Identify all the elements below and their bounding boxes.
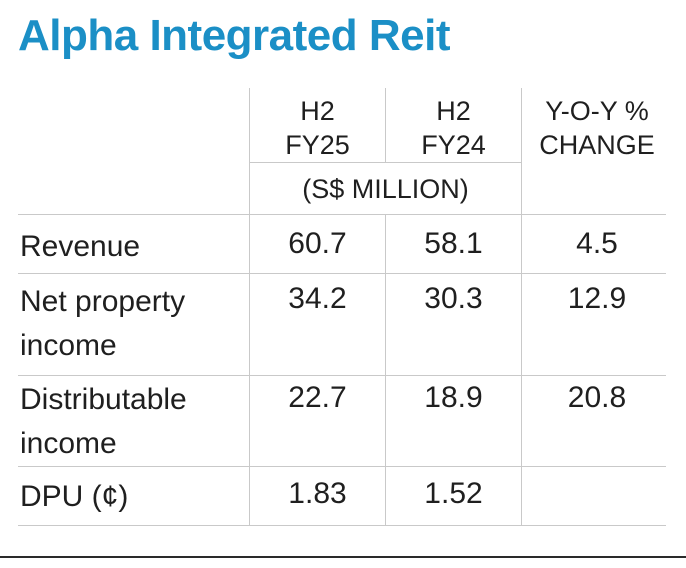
grid-hline-row3 xyxy=(18,466,666,467)
page-title: Alpha Integrated Reit xyxy=(18,11,451,60)
row-label-dpu: DPU (¢) xyxy=(20,480,129,513)
row-di-change: 20.8 xyxy=(567,381,627,414)
grid-vline-2 xyxy=(385,88,386,162)
header-unit-label: (S$ MILLION) xyxy=(302,174,469,204)
row-label-distributable-income: Distributable income xyxy=(20,378,187,466)
grid-hline-row2 xyxy=(18,375,666,376)
header-h2-fy24: H2 FY24 xyxy=(386,94,521,162)
row-label-npi-line2: income xyxy=(20,329,117,362)
header-yoy-line1: Y-O-Y % xyxy=(545,96,649,126)
header-h2-fy25-line2: FY25 xyxy=(285,130,350,160)
row-revenue-fy24: 58.1 xyxy=(424,227,483,260)
row-revenue-change: 4.5 xyxy=(576,227,618,260)
header-yoy-line2: CHANGE xyxy=(539,130,655,160)
row-di-fy25: 22.7 xyxy=(288,381,347,414)
row-label-di-line2: income xyxy=(20,427,117,460)
row-npi-fy25: 34.2 xyxy=(288,282,347,315)
row-label-di-line1: Distributable xyxy=(20,383,187,416)
row-npi-fy24: 30.3 xyxy=(424,282,483,315)
header-h2-fy25-line1: H2 xyxy=(300,96,335,126)
row-label-npi-line1: Net property xyxy=(20,285,186,318)
grid-hline-row4 xyxy=(18,525,666,526)
row-label-net-property-income: Net property income xyxy=(20,280,185,368)
grid-vline-4 xyxy=(521,88,522,526)
grid-hline-unit-top xyxy=(249,162,521,163)
grid-vline-3 xyxy=(385,214,386,526)
row-dpu-fy25: 1.83 xyxy=(288,477,347,510)
row-revenue-fy25: 60.7 xyxy=(288,227,347,260)
grid-hline-header-bottom xyxy=(18,214,666,215)
grid-vline-1 xyxy=(249,88,250,526)
row-label-revenue: Revenue xyxy=(20,230,141,263)
row-di-fy24: 18.9 xyxy=(424,381,483,414)
row-dpu-fy24: 1.52 xyxy=(424,477,483,510)
grid-hline-row1 xyxy=(18,273,666,274)
header-h2-fy24-line2: FY24 xyxy=(421,130,486,160)
header-yoy-change: Y-O-Y % CHANGE xyxy=(522,94,672,162)
header-h2-fy25: H2 FY25 xyxy=(250,94,385,162)
row-npi-change: 12.9 xyxy=(567,282,627,315)
header-h2-fy24-line1: H2 xyxy=(436,96,471,126)
bottom-rule xyxy=(0,556,686,558)
